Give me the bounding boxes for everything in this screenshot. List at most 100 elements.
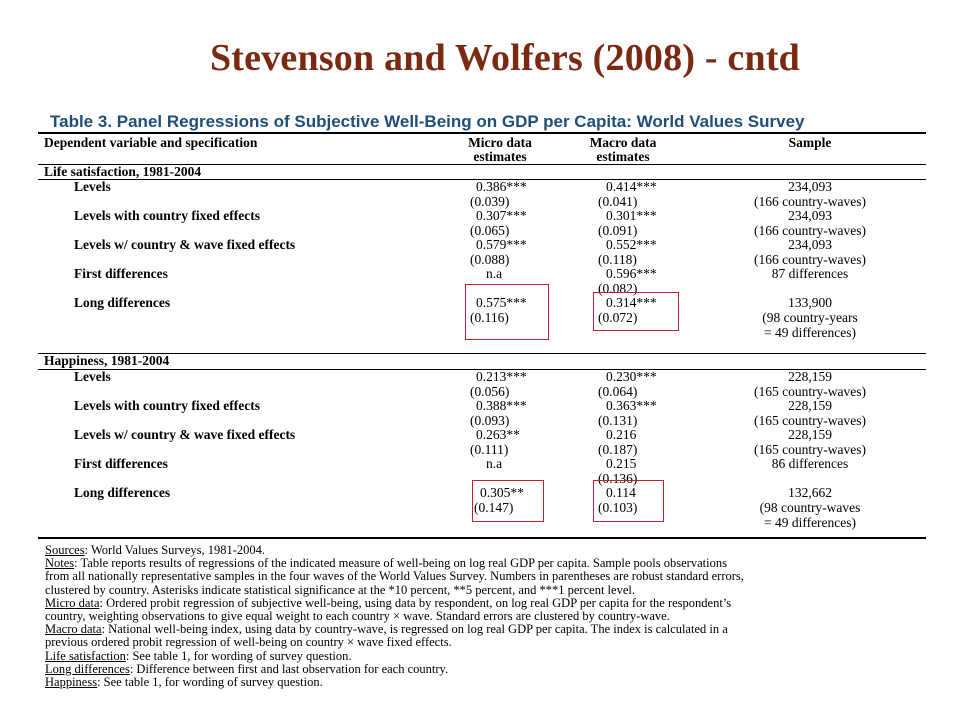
- micro-se: (0.093): [470, 413, 510, 428]
- row-label: Levels: [74, 369, 111, 384]
- micro-se: (0.039): [470, 194, 510, 209]
- micro-estimate: n.a: [486, 456, 503, 471]
- sample-size: 132,662: [788, 485, 832, 500]
- row-label: First differences: [74, 456, 168, 471]
- micro-se: (0.116): [470, 310, 509, 325]
- macro-estimate: 0.301***: [606, 208, 657, 223]
- sample-detail: (166 country-waves): [753, 223, 867, 238]
- macro-se: (0.187): [598, 442, 638, 457]
- sample-detail: (98 country-waves: [759, 500, 861, 515]
- macro-se: (0.118): [598, 252, 637, 267]
- micro-se: (0.088): [470, 252, 510, 267]
- macro-se: (0.131): [598, 413, 638, 428]
- macro-estimate: 0.596***: [606, 266, 657, 281]
- header-sample: Sample: [788, 135, 832, 150]
- row-label: Levels with country fixed effects: [74, 398, 260, 413]
- notes-long-text: : Difference between first and last obse…: [129, 661, 449, 676]
- row-label: Levels with country fixed effects: [74, 208, 260, 223]
- sample-size: 133,900: [788, 295, 832, 310]
- section-title-happiness: Happiness, 1981-2004: [44, 353, 170, 368]
- row-label: Levels w/ country & wave fixed effects: [74, 237, 296, 252]
- table-notes: Sources: World Values Surveys, 1981-2004…: [45, 543, 925, 690]
- sample-size: 234,093: [788, 237, 832, 252]
- notes-notes-text-2: from all nationally representative sampl…: [45, 569, 744, 584]
- slide-title: Stevenson and Wolfers (2008) - cntd: [209, 37, 801, 79]
- sample-size: 228,159: [788, 398, 832, 413]
- micro-estimate: 0.575***: [476, 295, 527, 310]
- sample-size: 228,159: [788, 369, 832, 384]
- macro-estimate: 0.230***: [606, 369, 657, 384]
- notes-happy-text: : See table 1, for wording of survey que…: [97, 675, 323, 690]
- macro-estimate: 0.216: [606, 427, 637, 442]
- notes-notes-text-3: clustered by country. Asterisks indicate…: [45, 582, 635, 597]
- notes-life: Life satisfaction: See table 1, for word…: [45, 648, 925, 663]
- notes-macro-text-2: previous ordered probit regression of we…: [45, 635, 452, 650]
- row-label: First differences: [74, 266, 168, 281]
- micro-se: (0.147): [474, 500, 514, 515]
- sample-detail: (165 country-waves): [753, 413, 867, 428]
- notes-long: Long differences: Difference between fir…: [45, 661, 925, 676]
- micro-se: (0.056): [470, 384, 510, 399]
- highlight-box-macro-life: [593, 292, 679, 331]
- notes-sources-text: : World Values Surveys, 1981-2004.: [84, 543, 266, 557]
- notes-macro-label: Macro data: [45, 622, 102, 637]
- sample-size: 234,093: [788, 179, 832, 194]
- sample-detail: (98 country-years: [762, 310, 858, 325]
- macro-se: (0.091): [598, 223, 638, 238]
- header-micro-1: Micro data: [468, 135, 532, 150]
- micro-estimate: 0.263**: [476, 427, 520, 442]
- macro-estimate: 0.215: [606, 456, 637, 471]
- macro-se: (0.041): [598, 194, 638, 209]
- section-top-rule-happiness: [38, 353, 926, 354]
- row-label: Levels: [74, 179, 111, 194]
- macro-estimate: 0.552***: [606, 237, 657, 252]
- highlight-box-micro-life: [465, 284, 549, 340]
- sample-size: 86 differences: [771, 456, 849, 471]
- sample-detail-2: = 49 differences): [763, 325, 857, 340]
- highlight-box-macro-happiness: [593, 480, 664, 522]
- sample-detail: (165 country-waves): [753, 384, 867, 399]
- section-rule-happiness: [38, 369, 926, 370]
- header-micro-2: estimates: [473, 149, 527, 164]
- header-macro-2: estimates: [596, 149, 650, 164]
- header-spec: Dependent variable and specification: [44, 135, 258, 150]
- sample-detail-2: = 49 differences): [763, 515, 857, 530]
- micro-estimate: 0.386***: [476, 179, 527, 194]
- macro-estimate: 0.314***: [606, 295, 657, 310]
- micro-estimate: n.a: [486, 266, 503, 281]
- macro-estimate: 0.414***: [606, 179, 657, 194]
- notes-sources-label: Sources: [45, 543, 85, 557]
- micro-estimate: 0.579***: [476, 237, 527, 252]
- macro-se: (0.103): [598, 500, 638, 515]
- micro-estimate: 0.305**: [480, 485, 524, 500]
- notes-micro-text-1: : Ordered probit regression of subjectiv…: [99, 595, 732, 610]
- micro-se: (0.065): [470, 223, 510, 238]
- notes-notes-text-1: : Table reports results of regressions o…: [74, 556, 727, 571]
- micro-se: (0.111): [470, 442, 509, 457]
- notes-macro-text-1: : National well-being index, using data …: [101, 622, 728, 637]
- notes-sources: Sources: World Values Surveys, 1981-2004…: [45, 543, 925, 557]
- micro-estimate: 0.388***: [476, 398, 527, 413]
- macro-se: (0.136): [598, 471, 638, 486]
- sample-detail: (166 country-waves): [753, 252, 867, 267]
- notes-life-label: Life satisfaction: [45, 648, 126, 663]
- sample-size: 87 differences: [771, 266, 849, 281]
- notes-happy-label: Happiness: [45, 675, 98, 690]
- notes-micro-text-2: country, weighting observations to give …: [45, 609, 670, 624]
- micro-estimate: 0.213***: [476, 369, 527, 384]
- sample-size: 234,093: [788, 208, 832, 223]
- macro-estimate: 0.114: [606, 485, 636, 500]
- notes-micro-1: Micro data: Ordered probit regression of…: [45, 595, 925, 610]
- notes-life-text: : See table 1, for wording of survey que…: [125, 648, 352, 663]
- row-label: Long differences: [74, 485, 171, 500]
- table-top-rule: [38, 132, 926, 134]
- table-caption: Table 3. Panel Regressions of Subjective…: [50, 112, 805, 131]
- macro-estimate: 0.363***: [606, 398, 657, 413]
- row-label: Levels w/ country & wave fixed effects: [74, 427, 296, 442]
- header-rule: [38, 164, 926, 165]
- sample-detail: (165 country-waves): [753, 442, 867, 457]
- highlight-box-micro-happiness: [472, 480, 544, 522]
- section-title-life: Life satisfaction, 1981-2004: [44, 164, 202, 179]
- section-rule-life: [38, 179, 926, 180]
- row-label: Long differences: [74, 295, 171, 310]
